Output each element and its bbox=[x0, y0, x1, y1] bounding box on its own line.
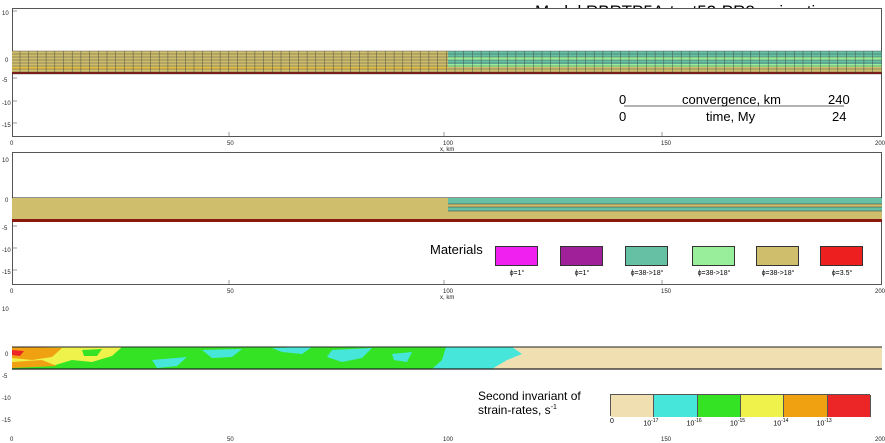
y-tick-label: -5 bbox=[2, 226, 8, 232]
colorbar-cell bbox=[827, 395, 871, 417]
material-label: ϕ=1° bbox=[509, 270, 525, 277]
material-label: ϕ=3.5° bbox=[831, 270, 853, 277]
convergence-end: 240 bbox=[828, 92, 850, 107]
x-tick-label: 100 bbox=[443, 289, 454, 295]
x-tick-label: 100 bbox=[443, 437, 454, 443]
x-tick-label: 200 bbox=[875, 289, 885, 295]
y-tick-label: 0 bbox=[5, 198, 9, 204]
colorbar-cell bbox=[654, 395, 698, 417]
x-tick-label: 150 bbox=[661, 289, 672, 295]
y-tick-label: -10 bbox=[2, 101, 11, 107]
y-tick-label: 10 bbox=[2, 307, 9, 313]
material-swatch bbox=[625, 246, 668, 266]
x-tick-label: 0 bbox=[10, 437, 14, 443]
y-tick-label: -5 bbox=[2, 78, 8, 84]
colorbar-tick: 10-14 bbox=[773, 418, 789, 428]
strain-legend-line2: strain-rates, s-1 bbox=[478, 403, 557, 417]
colorbar-cell bbox=[611, 395, 655, 417]
y-tick-label: -15 bbox=[2, 418, 11, 424]
x-tick-label: 100 bbox=[443, 141, 454, 147]
material-label: ϕ=38->18° bbox=[630, 270, 664, 277]
colorbar-tick: 10-13 bbox=[816, 418, 832, 428]
mesh-plot bbox=[12, 10, 882, 137]
mesh-panel: 0 convergence, km 240 0 time, My 24 bbox=[12, 8, 882, 137]
y-tick-label: -10 bbox=[2, 248, 11, 254]
strain-plot bbox=[12, 346, 882, 370]
x-tick-label: 200 bbox=[875, 437, 885, 443]
colorbar-tick: 10-17 bbox=[643, 418, 659, 428]
time-label: time, My bbox=[706, 109, 756, 124]
material-label: ϕ=38->18° bbox=[697, 270, 731, 277]
materials-plot bbox=[12, 197, 882, 285]
material-swatch bbox=[820, 246, 863, 266]
x-tick-label: 200 bbox=[875, 141, 885, 147]
material-swatch bbox=[495, 246, 538, 266]
material-label: ϕ=38->18° bbox=[761, 270, 795, 277]
colorbar-tick: 10-15 bbox=[730, 418, 746, 428]
x-tick-label: 50 bbox=[227, 437, 234, 443]
y-tick-label: 10 bbox=[2, 158, 9, 164]
strain-legend-line1: Second invariant of bbox=[478, 389, 581, 403]
convergence-label: convergence, km bbox=[682, 92, 781, 107]
x-tick-label: 150 bbox=[661, 437, 672, 443]
y-tick-label: -10 bbox=[2, 396, 11, 402]
x-tick-label: 50 bbox=[227, 289, 234, 295]
x-tick-label: 0 bbox=[10, 289, 14, 295]
material-label: ϕ=1° bbox=[574, 270, 590, 277]
colorbar-cell bbox=[784, 395, 828, 417]
time-start: 0 bbox=[619, 109, 627, 124]
material-swatch bbox=[560, 246, 603, 266]
y-tick-label: 0 bbox=[5, 58, 9, 64]
strain-colorbar bbox=[610, 394, 871, 417]
material-swatch bbox=[756, 246, 799, 266]
x-tick-label: 150 bbox=[661, 141, 672, 147]
convergence-start: 0 bbox=[619, 92, 627, 107]
x-axis-label: x, km bbox=[440, 147, 455, 153]
x-tick-label: 50 bbox=[227, 141, 234, 147]
colorbar-tick: 10-16 bbox=[686, 418, 702, 428]
y-tick-label: -5 bbox=[2, 374, 8, 380]
colorbar-tick: 0 bbox=[610, 418, 614, 425]
materials-panel: Materials ϕ=1° ϕ=1° ϕ=38->18° ϕ=38->18° ϕ=38… bbox=[12, 152, 882, 285]
strain-panel: Second invariant of strain-rates, s-1 0 1… bbox=[12, 302, 882, 435]
x-tick-label: 0 bbox=[10, 141, 14, 147]
y-tick-label: -15 bbox=[2, 270, 11, 276]
colorbar-cell bbox=[697, 395, 741, 417]
material-swatch bbox=[692, 246, 735, 266]
y-tick-label: -15 bbox=[2, 123, 11, 129]
time-end: 24 bbox=[832, 109, 847, 124]
x-axis-label: x, km bbox=[440, 295, 455, 301]
y-tick-label: 0 bbox=[5, 352, 9, 358]
colorbar-cell bbox=[741, 395, 785, 417]
y-tick-label: 10 bbox=[2, 11, 9, 17]
materials-heading: Materials bbox=[430, 242, 483, 257]
